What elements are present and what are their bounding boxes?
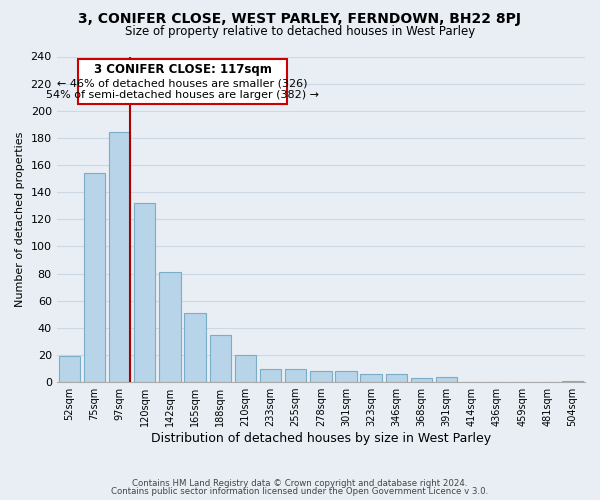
Bar: [184, 313, 206, 382]
Bar: [361, 374, 382, 382]
Bar: [134, 203, 155, 382]
Bar: [209, 334, 231, 382]
Bar: [562, 380, 583, 382]
Text: Contains public sector information licensed under the Open Government Licence v : Contains public sector information licen…: [112, 487, 488, 496]
Bar: [285, 368, 307, 382]
Bar: [159, 272, 181, 382]
Text: 3 CONIFER CLOSE: 117sqm: 3 CONIFER CLOSE: 117sqm: [94, 64, 271, 76]
Bar: [84, 173, 105, 382]
Bar: [386, 374, 407, 382]
Bar: [335, 371, 356, 382]
Bar: [310, 371, 332, 382]
Text: Contains HM Land Registry data © Crown copyright and database right 2024.: Contains HM Land Registry data © Crown c…: [132, 478, 468, 488]
FancyBboxPatch shape: [78, 59, 287, 104]
X-axis label: Distribution of detached houses by size in West Parley: Distribution of detached houses by size …: [151, 432, 491, 445]
Y-axis label: Number of detached properties: Number of detached properties: [15, 132, 25, 307]
Text: 54% of semi-detached houses are larger (382) →: 54% of semi-detached houses are larger (…: [46, 90, 319, 101]
Bar: [260, 368, 281, 382]
Bar: [411, 378, 432, 382]
Text: ← 46% of detached houses are smaller (326): ← 46% of detached houses are smaller (32…: [57, 78, 308, 88]
Bar: [436, 376, 457, 382]
Bar: [109, 132, 130, 382]
Text: 3, CONIFER CLOSE, WEST PARLEY, FERNDOWN, BH22 8PJ: 3, CONIFER CLOSE, WEST PARLEY, FERNDOWN,…: [79, 12, 521, 26]
Bar: [59, 356, 80, 382]
Text: Size of property relative to detached houses in West Parley: Size of property relative to detached ho…: [125, 25, 475, 38]
Bar: [235, 355, 256, 382]
